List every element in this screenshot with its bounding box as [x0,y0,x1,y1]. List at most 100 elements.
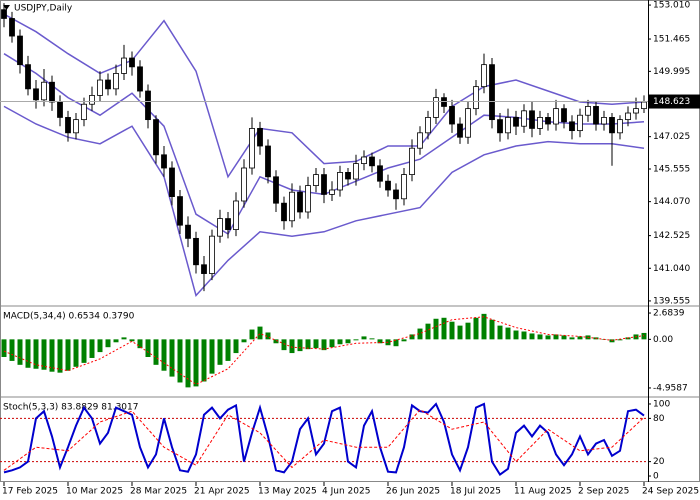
candle-body [137,66,143,92]
y-tick-label: 141.040 [653,264,690,274]
candle-body [457,123,463,138]
y-tick-label: 20 [653,457,665,467]
candle-body [489,64,495,121]
candle-body [393,189,399,200]
candle-body [169,167,175,197]
candle-body [633,108,639,114]
symbol-menu-icon[interactable] [3,5,10,10]
macd-bar [441,317,447,340]
macd-bar [161,339,167,371]
macd-bar [361,336,367,340]
y-tick-label: 147.025 [653,132,690,142]
macd-bar [337,339,343,345]
macd-bar [201,339,207,382]
candle-body [321,174,327,195]
candle-body [441,97,447,107]
candle-body [73,119,79,134]
x-tick-label: 10 Mar 2025 [66,487,123,497]
candle-body [401,174,407,200]
macd-bar [505,327,511,340]
candle-body [385,180,391,191]
candle-body [529,110,535,129]
macd-bar [241,339,247,343]
candle-body [185,224,191,239]
y-tick-label: 149.995 [653,67,690,77]
macd-bar [313,339,319,349]
candle-body [433,97,439,118]
candle-body [537,117,543,129]
candle-body [121,57,127,74]
macd-bar [137,339,143,349]
candle-body [201,264,207,274]
macd-bar [129,339,135,342]
macd-signal-line [3,316,645,385]
candle-body [481,64,487,88]
candle-body [521,110,527,127]
macd-bar [225,339,231,361]
candle-body [153,119,159,156]
candle-body [113,73,119,90]
candle-body [297,191,303,213]
current-price-label: 148.623 [653,97,690,107]
stoch-d-line [3,409,645,471]
candle-body [41,81,47,101]
macd-bar [529,333,535,340]
macd-bar [617,339,623,341]
macd-bar [185,339,191,388]
candle-body [425,117,431,134]
macd-bar [289,339,295,354]
candle-body [161,154,167,169]
candle-body [249,128,255,169]
candle-body [289,191,295,222]
x-tick-label: 21 Apr 2025 [194,487,250,497]
y-tick-label: 153.010 [653,1,690,11]
candle-body [513,117,519,127]
candle-body [585,106,591,116]
macd-bar [393,339,399,347]
candle-body [57,101,63,118]
candle-body [273,176,279,204]
macd-bar [425,323,431,340]
macd-bar [97,339,103,353]
x-tick-label: 11 Aug 2025 [514,487,572,497]
symbol-title: USDJPY,Daily [14,4,73,14]
candle-body [617,119,623,134]
macd-bar [409,334,415,340]
macd-bar [521,331,527,340]
x-tick-label: 2 Sep 2025 [578,487,629,497]
macd-bar [481,313,487,340]
y-tick-label: 2.6839 [653,309,685,319]
candle-body [177,196,183,226]
y-tick-label: -4.9587 [653,383,688,393]
macd-bar [417,328,423,340]
candle-body [105,79,111,90]
candle-body [569,121,575,132]
macd-bar [497,325,503,340]
candle-body [361,156,367,165]
candle-body [601,117,607,125]
candle-body [609,117,615,134]
macd-bar [561,335,567,340]
candle-body [89,95,95,105]
candle-body [377,165,383,182]
macd-title: MACD(5,34,4) 0.6534 0.3790 [3,312,135,322]
candle-body [65,117,71,134]
macd-bar [33,339,39,369]
candle-body [577,114,583,132]
macd-bar [537,334,543,340]
bollinger-upper [3,13,645,179]
candle-body [369,156,375,167]
macd-bar [545,335,551,340]
macd-bar [233,339,239,354]
macd-bar [249,329,255,340]
candle-body [25,64,31,90]
macd-bar [473,317,479,340]
candle-body [553,108,559,125]
macd-bar [17,339,23,365]
macd-bar [489,319,495,340]
candle-body [305,185,311,213]
candle-body [9,18,15,37]
x-tick-label: 4 Jun 2025 [322,487,370,497]
macd-bar [89,339,95,358]
